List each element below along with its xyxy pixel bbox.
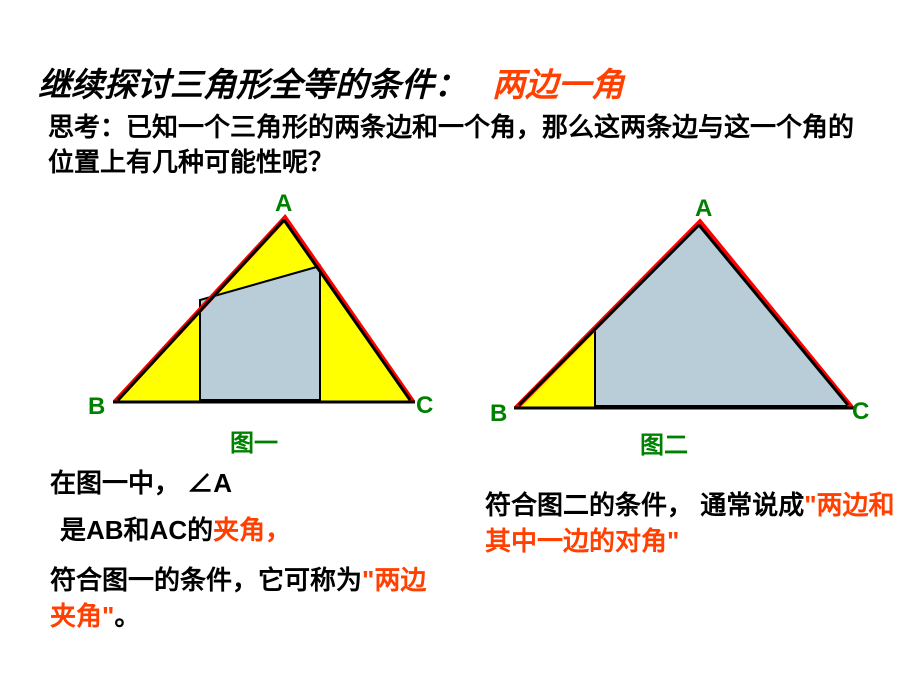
slide-page: 继续探讨三角形全等的条件： 两边一角 思考：已知一个三角形的两条边和一个角，那么… — [0, 0, 920, 690]
fig2-label-c: C — [852, 398, 869, 426]
para4: 符合图二的条件， 通常说成"两边和其中一边的对角" — [485, 487, 900, 560]
para2: 是AB和AC的夹角， — [60, 510, 291, 547]
para2-black: 是AB和AC的 — [60, 515, 213, 545]
fig2-caption: 图二 — [640, 425, 688, 460]
fig2-label-a: A — [695, 195, 712, 223]
para3-black1: 符合图一的条件，它可称为 — [50, 565, 362, 595]
para3-black2: 。 — [114, 601, 140, 631]
para3: 符合图一的条件，它可称为"两边夹角"。 — [50, 562, 450, 635]
para1: 在图一中， ∠A — [50, 463, 232, 500]
para4-black1: 符合图二的条件， 通常说成 — [485, 490, 804, 520]
fig2-label-b: B — [490, 400, 507, 428]
para2-red: 夹角， — [213, 515, 291, 545]
